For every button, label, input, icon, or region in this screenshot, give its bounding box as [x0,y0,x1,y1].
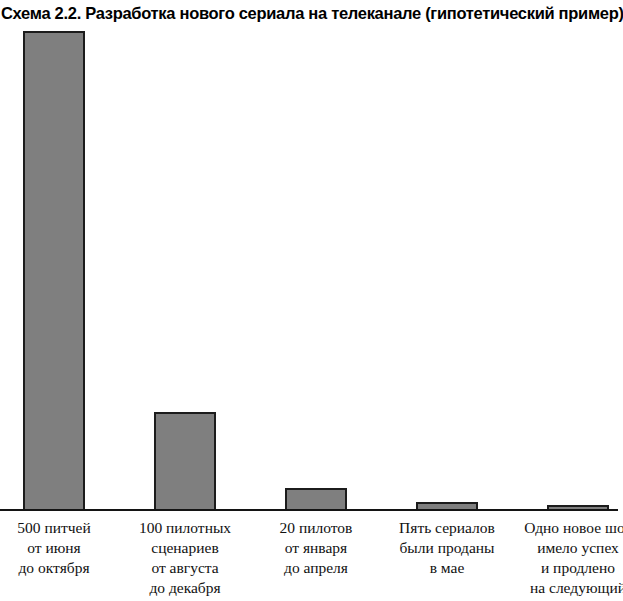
chart-title: Схема 2.2. Разработка нового сериала на … [1,4,621,23]
plot-area [0,0,623,511]
chart-page: Схема 2.2. Разработка нового сериала на … [0,0,623,601]
bar-label-2: 100 пилотныхсценариевот августадо декабр… [110,518,260,598]
bar-label-4: Пять сериаловбыли проданыв мае [372,518,522,578]
bar-4 [416,502,478,509]
bar-2 [154,412,216,509]
bar-3 [285,488,347,509]
bar-1 [23,31,85,509]
x-axis-line [0,509,618,511]
bar-5 [547,505,609,509]
bar-label-3: 20 пилотовот январядо апреля [241,518,391,578]
bar-label-5: Одно новое шоуимело успехи продленона сл… [503,518,623,601]
